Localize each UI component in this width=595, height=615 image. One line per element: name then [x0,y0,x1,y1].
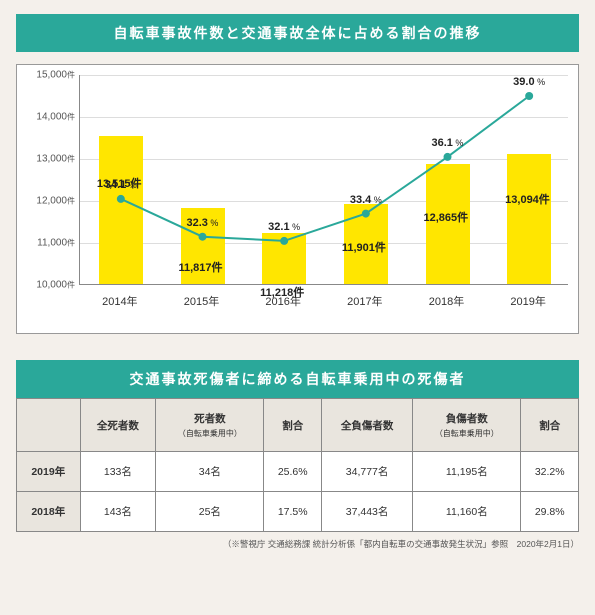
y-tick: 13,000件 [36,154,75,165]
x-label: 2017年 [347,293,382,309]
bar-value-label: 11,901件 [342,239,386,255]
bar-value-label: 12,865件 [424,209,469,225]
plot-area: 13,515件11,817件11,218件11,901件12,865件13,09… [79,75,568,285]
table-cell: 11,160名 [413,492,521,532]
bar [507,154,551,284]
chart-container: 10,000件 11,000件 12,000件 13,000件 14,000件 15,00… [16,64,579,334]
bar [262,233,306,284]
col-header: 全負傷者数 [321,399,412,452]
table-cell: 34名 [156,452,264,492]
table-cell: 34,777名 [321,452,412,492]
pct-label: 32.3 % [187,217,219,229]
table-cell: 25名 [156,492,264,532]
source-note: （※警視庁 交通総務課 統計分析係「都内自転車の交通事故発生状況」参照 2020… [16,538,579,550]
table-cell: 11,195名 [413,452,521,492]
y-tick: 11,000件 [37,238,75,249]
y-tick: 15,000件 [36,70,75,81]
table-cell: 32.2% [521,452,579,492]
pct-label: 33.4 % [350,194,382,206]
table-cell: 37,443名 [321,492,412,532]
bar [99,136,143,284]
chart-title: 自転車事故件数と交通事故全体に占める割合の推移 [16,14,579,52]
x-label: 2018年 [429,293,464,309]
x-axis: 2014年 2015年 2016年 2017年 2018年 2019年 [79,285,568,315]
pct-label: 39.0 % [513,76,545,88]
y-tick: 10,000件 [36,280,75,291]
table-cell: 29.8% [521,492,579,532]
y-tick: 14,000件 [36,112,75,123]
x-label: 2016年 [265,293,300,309]
y-tick: 12,000件 [36,196,75,207]
col-header: 負傷者数（自転車乗用中） [413,399,521,452]
pct-label: 32.1 % [268,221,300,233]
x-label: 2014年 [102,293,137,309]
pct-label: 34.1 % [105,179,137,191]
row-year: 2018年 [17,492,81,532]
table-cell: 17.5% [264,492,322,532]
x-label: 2019年 [510,293,545,309]
table-title: 交通事故死傷者に締める自転車乗用中の死傷者 [16,360,579,398]
table-cell: 143名 [80,492,156,532]
col-header: 割合 [521,399,579,452]
col-header: 割合 [264,399,322,452]
col-header: 全死者数 [80,399,156,452]
x-label: 2015年 [184,293,219,309]
casualty-table: 全死者数死者数（自転車乗用中）割合全負傷者数負傷者数（自転車乗用中）割合2019… [16,398,579,532]
bar-value-label: 13,094件 [505,191,550,207]
y-axis: 10,000件11,000件12,000件13,000件14,000件15,00… [27,75,79,285]
pct-label: 36.1 % [432,137,464,149]
row-year: 2019年 [17,452,81,492]
col-header: 死者数（自転車乗用中） [156,399,264,452]
table-cell: 25.6% [264,452,322,492]
bar-value-label: 11,817件 [179,259,223,275]
table-cell: 133名 [80,452,156,492]
